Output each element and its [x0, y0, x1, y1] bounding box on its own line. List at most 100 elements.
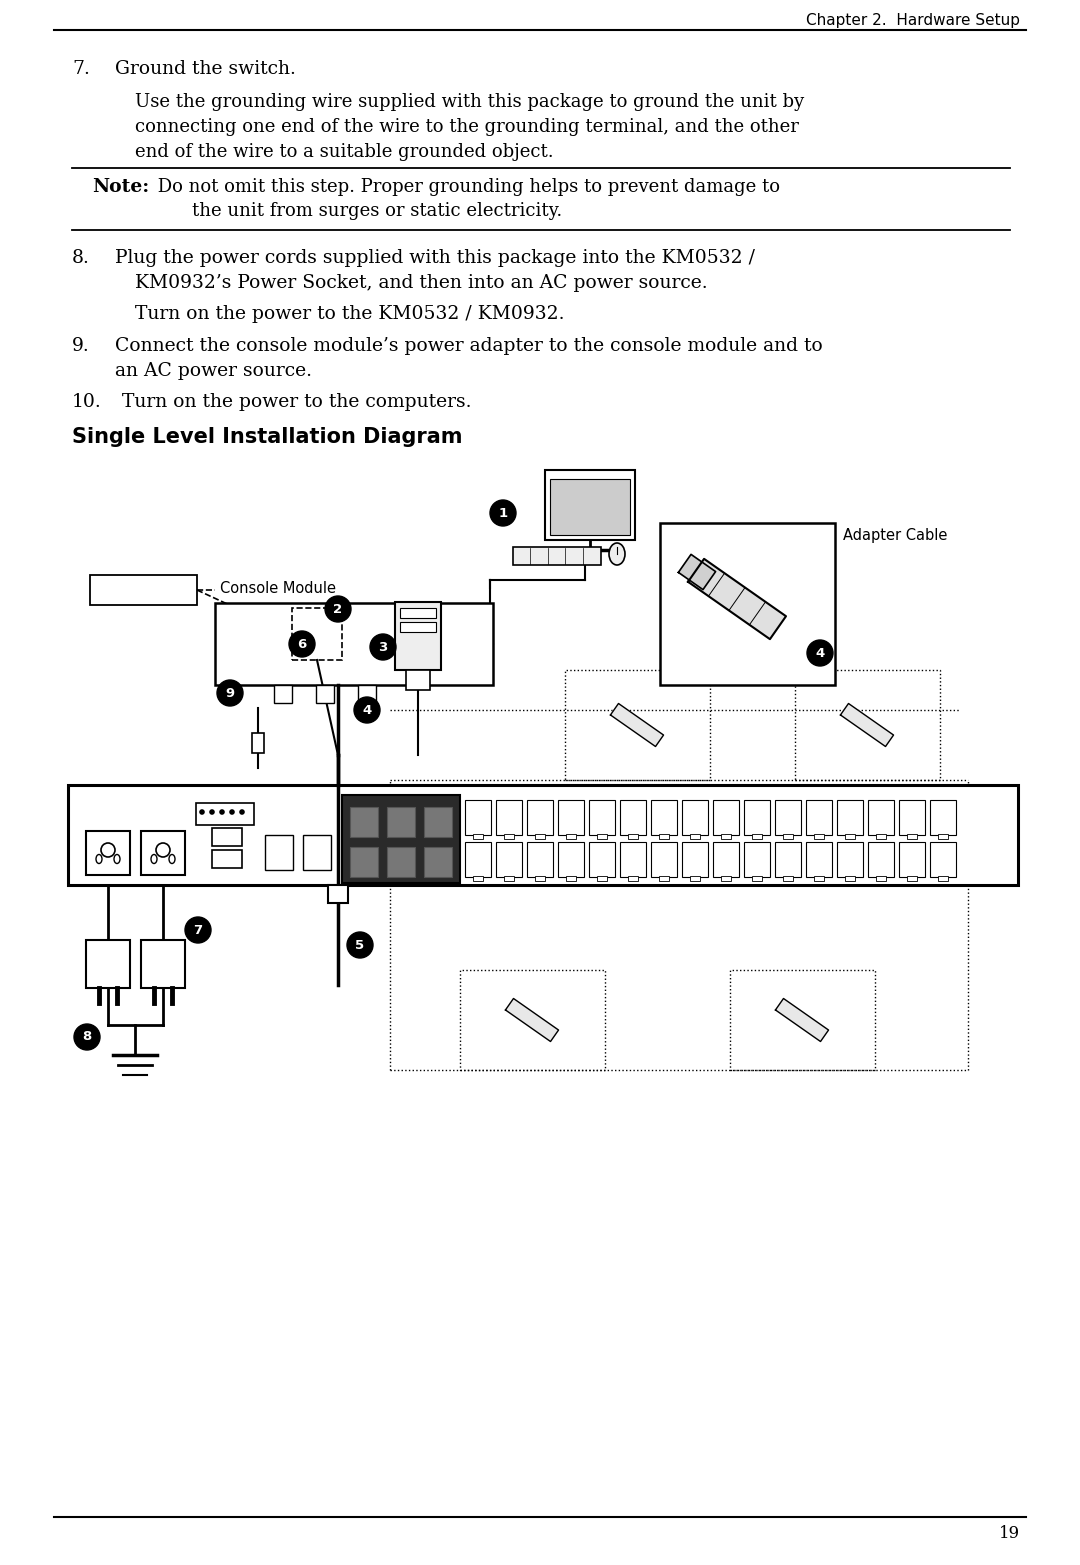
Text: 10.: 10.: [72, 393, 102, 412]
Text: 8.: 8.: [72, 249, 90, 268]
Bar: [86, 941, 130, 988]
Bar: [252, 732, 264, 753]
Bar: [460, 970, 605, 1070]
Bar: [795, 670, 940, 779]
Circle shape: [289, 631, 315, 657]
Text: Turn on the power to the computers.: Turn on the power to the computers.: [122, 393, 472, 412]
Bar: [527, 842, 553, 876]
Bar: [907, 876, 917, 881]
Circle shape: [229, 809, 234, 815]
Bar: [752, 876, 762, 881]
Bar: [400, 621, 436, 632]
Bar: [342, 795, 460, 883]
Bar: [350, 808, 378, 837]
Bar: [744, 842, 770, 876]
Circle shape: [347, 933, 373, 958]
Circle shape: [185, 917, 211, 944]
Bar: [350, 847, 378, 876]
Bar: [566, 876, 576, 881]
Text: an AC power source.: an AC power source.: [114, 362, 312, 380]
Text: end of the wire to a suitable grounded object.: end of the wire to a suitable grounded o…: [135, 142, 554, 161]
Text: Turn on the power to the KM0532 / KM0932.: Turn on the power to the KM0532 / KM0932…: [135, 305, 565, 322]
Circle shape: [239, 809, 245, 815]
Ellipse shape: [168, 854, 175, 864]
Bar: [845, 834, 855, 839]
Bar: [589, 800, 615, 836]
Bar: [814, 834, 824, 839]
Bar: [566, 834, 576, 839]
Bar: [496, 800, 522, 836]
Text: Console Module: Console Module: [220, 581, 336, 596]
Bar: [681, 800, 708, 836]
Bar: [651, 800, 677, 836]
Polygon shape: [505, 998, 558, 1041]
Bar: [215, 603, 492, 685]
Bar: [907, 834, 917, 839]
Circle shape: [156, 844, 170, 858]
Bar: [328, 884, 348, 903]
Ellipse shape: [96, 854, 102, 864]
Bar: [504, 876, 514, 881]
Bar: [651, 842, 677, 876]
Circle shape: [210, 809, 215, 815]
Text: 8: 8: [82, 1030, 92, 1044]
Text: 4: 4: [363, 704, 372, 717]
Polygon shape: [840, 704, 893, 747]
Text: 9: 9: [226, 687, 234, 700]
Bar: [406, 670, 430, 690]
Bar: [424, 808, 453, 837]
Bar: [783, 876, 793, 881]
Text: Chapter 2.  Hardware Setup: Chapter 2. Hardware Setup: [806, 13, 1020, 28]
Bar: [775, 800, 801, 836]
Text: Use the grounding wire supplied with this package to ground the unit by: Use the grounding wire supplied with thi…: [135, 92, 805, 111]
Text: 1: 1: [499, 507, 508, 520]
Bar: [899, 800, 924, 836]
Circle shape: [370, 634, 396, 660]
Circle shape: [807, 640, 833, 667]
Bar: [357, 685, 376, 703]
Bar: [504, 834, 514, 839]
Circle shape: [199, 809, 205, 815]
Bar: [627, 876, 638, 881]
Bar: [316, 685, 334, 703]
Bar: [195, 803, 254, 825]
Bar: [939, 876, 948, 881]
Bar: [212, 828, 242, 847]
Bar: [627, 834, 638, 839]
Bar: [473, 876, 483, 881]
Text: Note:: Note:: [92, 178, 149, 196]
Text: PN0108: PN0108: [116, 581, 170, 595]
Bar: [86, 831, 130, 875]
Bar: [930, 842, 956, 876]
Bar: [744, 800, 770, 836]
Bar: [939, 834, 948, 839]
Text: Single Level Installation Diagram: Single Level Installation Diagram: [72, 427, 462, 448]
Bar: [473, 834, 483, 839]
Text: 4: 4: [815, 646, 825, 659]
Bar: [550, 479, 630, 535]
Ellipse shape: [151, 854, 157, 864]
Bar: [141, 941, 185, 988]
Polygon shape: [775, 998, 828, 1041]
Bar: [868, 842, 894, 876]
Circle shape: [75, 1024, 100, 1050]
Bar: [274, 685, 292, 703]
Polygon shape: [678, 554, 716, 590]
Bar: [620, 800, 646, 836]
Polygon shape: [610, 704, 663, 747]
Polygon shape: [688, 559, 786, 639]
Bar: [597, 876, 607, 881]
Text: 7.: 7.: [72, 59, 90, 78]
Bar: [752, 834, 762, 839]
Bar: [387, 847, 415, 876]
Bar: [930, 800, 956, 836]
Bar: [868, 800, 894, 836]
Circle shape: [325, 596, 351, 621]
Bar: [141, 831, 185, 875]
Bar: [292, 607, 342, 660]
Bar: [837, 842, 863, 876]
Text: the unit from surges or static electricity.: the unit from surges or static electrici…: [192, 202, 563, 221]
Bar: [730, 970, 875, 1070]
Text: 2: 2: [334, 603, 342, 615]
Ellipse shape: [114, 854, 120, 864]
